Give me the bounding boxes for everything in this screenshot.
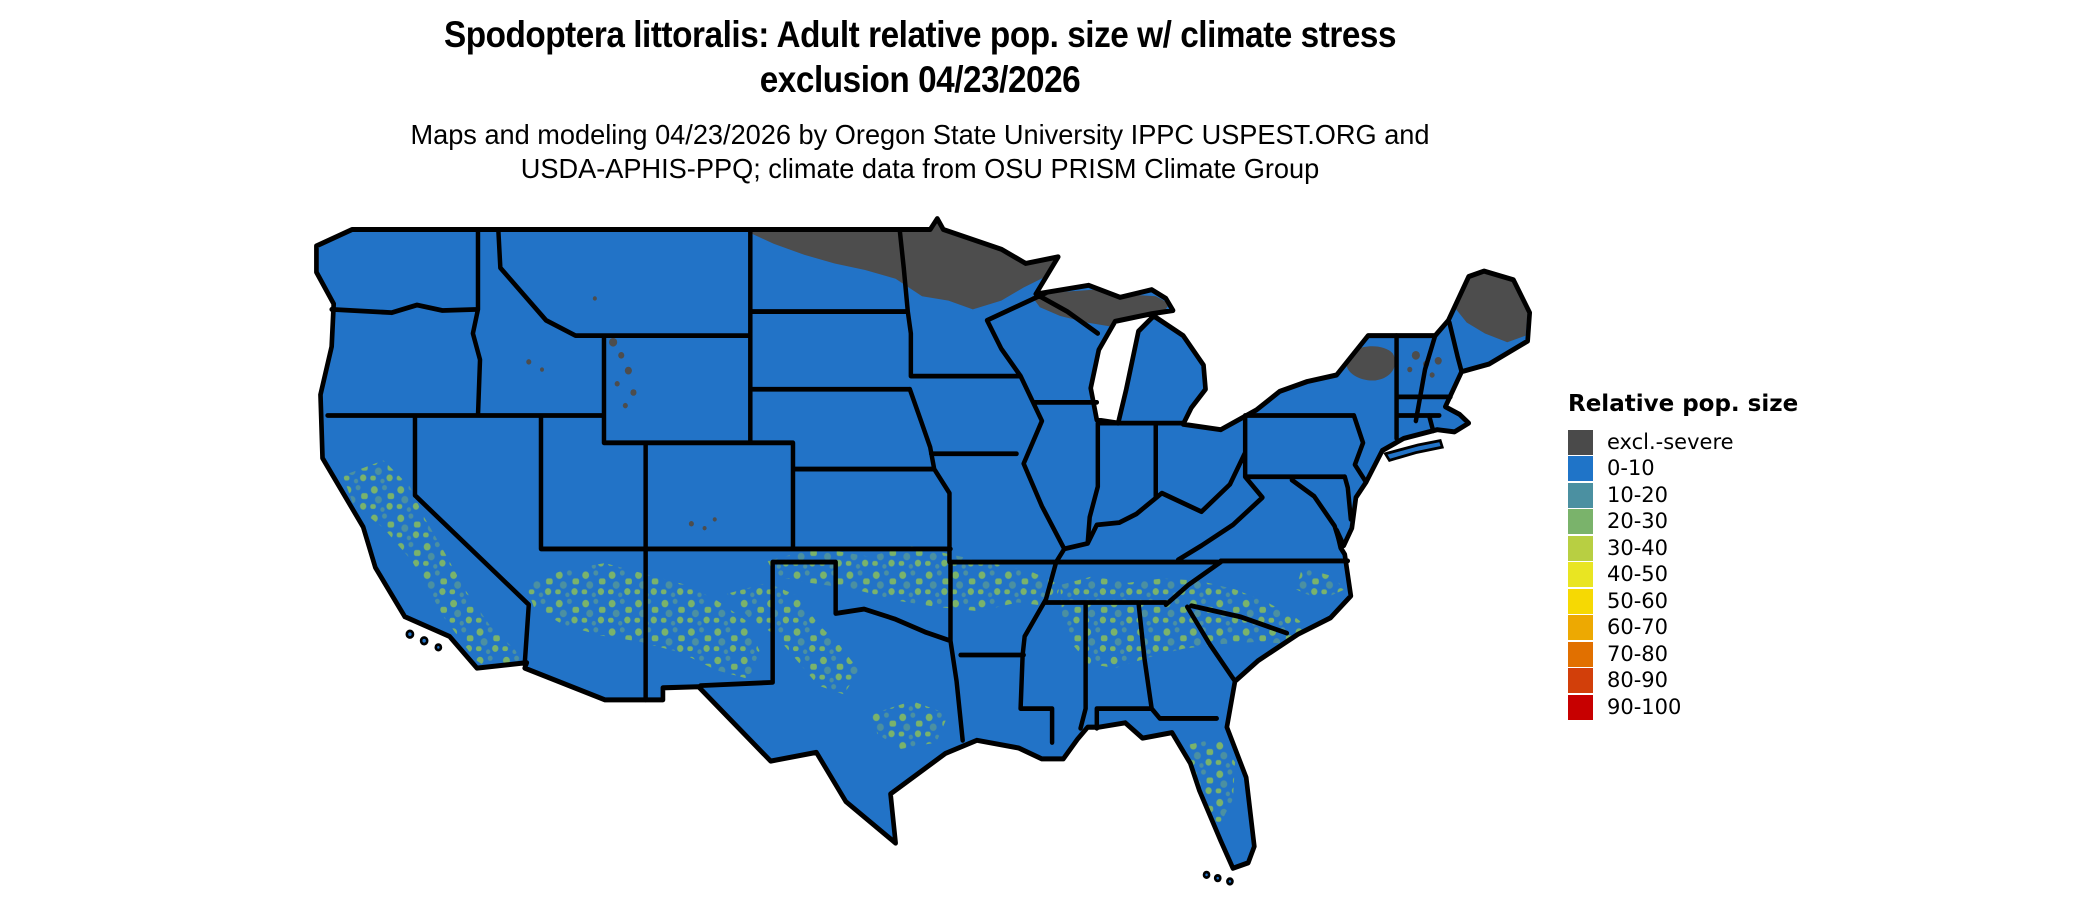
speckle-oklahoma-arkansas bbox=[767, 545, 1061, 612]
legend-label: 0-10 bbox=[1607, 456, 1655, 481]
florida-key bbox=[1213, 873, 1222, 883]
legend-row: 20-30 bbox=[1568, 509, 1798, 536]
legend-color-swatch bbox=[1568, 588, 1593, 614]
legend-color-swatch bbox=[1568, 456, 1593, 482]
legend-color-swatch bbox=[1568, 509, 1593, 535]
channel-island bbox=[419, 636, 429, 646]
page-subtitle-line2: USDA-APHIS-PPQ; climate data from OSU PR… bbox=[520, 153, 1320, 184]
legend-row: 60-70 bbox=[1568, 615, 1798, 642]
legend-color-swatch bbox=[1568, 562, 1593, 588]
page-title-line1: Spodoptera littoralis: Adult relative po… bbox=[443, 14, 1397, 55]
long-island bbox=[1383, 439, 1445, 462]
florida-key bbox=[1226, 877, 1234, 886]
legend-row: 0-10 bbox=[1568, 456, 1798, 483]
page-title: Spodoptera littoralis: Adult relative po… bbox=[353, 12, 1487, 102]
legend-label: 80-90 bbox=[1607, 668, 1669, 693]
legend-label: 40-50 bbox=[1607, 562, 1669, 587]
legend-label: 20-30 bbox=[1607, 509, 1669, 534]
legend-row: 50-60 bbox=[1568, 588, 1798, 615]
speckle-california bbox=[342, 460, 526, 680]
speckle-south-texas bbox=[871, 700, 949, 750]
legend-label: 60-70 bbox=[1607, 615, 1669, 640]
legend-color-swatch bbox=[1568, 668, 1593, 694]
florida-key bbox=[1202, 870, 1211, 879]
speckle-southeast-piedmont bbox=[1060, 576, 1313, 669]
speckle-regions bbox=[342, 460, 1345, 830]
legend-color-swatch bbox=[1568, 535, 1593, 561]
conus-map bbox=[290, 200, 1550, 900]
legend-label: 10-20 bbox=[1607, 482, 1669, 507]
exclusion-small-patches bbox=[526, 296, 1442, 531]
channel-island bbox=[434, 643, 443, 652]
channel-island bbox=[405, 629, 415, 639]
exclusion-northern-maine bbox=[1454, 272, 1528, 343]
speckle-coastal-carolina bbox=[1295, 567, 1345, 601]
legend-rows: excl.-severe 0-10 10-20 20-30 30-40 bbox=[1568, 429, 1798, 721]
legend-color-swatch bbox=[1568, 694, 1593, 720]
legend-color-swatch bbox=[1568, 641, 1593, 667]
speckle-west-texas bbox=[726, 582, 860, 695]
legend-color-swatch bbox=[1568, 482, 1593, 508]
speckle-central-florida bbox=[1188, 738, 1235, 830]
page-title-line2: exclusion 04/23/2026 bbox=[759, 59, 1081, 100]
us-map-svg bbox=[290, 200, 1550, 886]
legend-color-swatch bbox=[1568, 429, 1593, 455]
legend-title: Relative pop. size bbox=[1568, 391, 1799, 417]
legend-row: 10-20 bbox=[1568, 482, 1798, 509]
legend-row: 40-50 bbox=[1568, 562, 1798, 589]
islands bbox=[405, 439, 1445, 886]
legend-label: excl.-severe bbox=[1607, 429, 1734, 454]
page-subtitle: Maps and modeling 04/23/2026 by Oregon S… bbox=[309, 118, 1531, 186]
title-block: Spodoptera littoralis: Adult relative po… bbox=[290, 12, 1550, 186]
legend-label: 50-60 bbox=[1607, 588, 1669, 613]
legend-row: excl.-severe bbox=[1568, 429, 1798, 456]
legend-color-swatch bbox=[1568, 615, 1593, 641]
state-borders bbox=[325, 227, 1464, 745]
legend-label: 30-40 bbox=[1607, 535, 1669, 560]
legend-row: 30-40 bbox=[1568, 535, 1798, 562]
page-subtitle-line1: Maps and modeling 04/23/2026 by Oregon S… bbox=[410, 119, 1430, 150]
exclusion-adirondacks bbox=[1346, 346, 1396, 381]
speckle-arizona-newmexico bbox=[525, 563, 760, 680]
legend-row: 70-80 bbox=[1568, 641, 1798, 668]
legend-label: 70-80 bbox=[1607, 641, 1669, 666]
legend-label: 90-100 bbox=[1607, 694, 1682, 719]
legend-row: 80-90 bbox=[1568, 668, 1798, 695]
legend-row: 90-100 bbox=[1568, 694, 1798, 721]
map-legend: Relative pop. size excl.-severe 0-10 10-… bbox=[1568, 391, 1798, 721]
